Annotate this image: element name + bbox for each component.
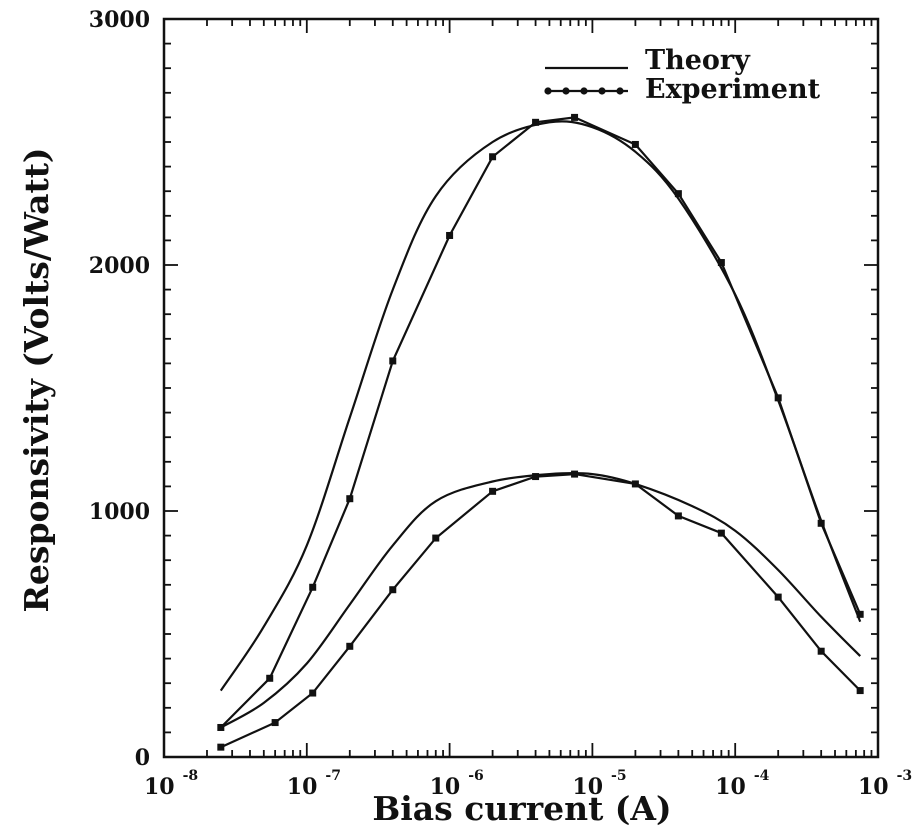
experiment-marker <box>631 480 639 488</box>
series-group <box>217 113 864 751</box>
legend-theory-label: Theory <box>645 45 751 76</box>
experiment-marker <box>432 534 440 542</box>
y-tick-label: 1000 <box>89 499 150 525</box>
x-tick-label: 10 -7 <box>287 768 341 800</box>
experiment-marker <box>346 495 354 503</box>
y-tick-labels: 0 1000 2000 3000 <box>89 7 150 771</box>
theory-curve <box>219 120 862 692</box>
experiment-marker <box>674 190 682 198</box>
y-tick-label: 3000 <box>89 7 150 33</box>
y-tick-label: 0 <box>135 745 150 771</box>
experiment-curve <box>220 472 861 749</box>
legend-experiment-marker <box>544 87 552 95</box>
experiment-marker <box>774 394 782 402</box>
x-tick-label: 10 -4 <box>715 768 769 800</box>
legend-experiment-marker <box>562 87 570 95</box>
experiment-marker <box>532 473 540 481</box>
legend-experiment-swatch <box>544 87 628 95</box>
x-tick-label: 10 -8 <box>144 768 198 800</box>
experiment-marker <box>489 487 497 495</box>
experiment-marker <box>532 118 540 126</box>
experiment-marker <box>309 583 317 591</box>
legend-experiment-marker <box>616 87 624 95</box>
experiment-marker <box>817 647 825 655</box>
x-axis-title: Bias current (A) <box>372 789 671 828</box>
experiment-marker <box>717 529 725 537</box>
experiment-marker <box>631 140 639 148</box>
experiment-curve <box>220 116 862 729</box>
experiment-marker <box>571 113 579 121</box>
experiment-marker <box>309 689 317 697</box>
experiment-marker <box>856 687 864 695</box>
legend-experiment-marker <box>580 87 588 95</box>
experiment-marker <box>217 743 225 751</box>
experiment-marker <box>266 674 274 682</box>
legend-experiment-label: Experiment <box>645 74 821 105</box>
experiment-marker <box>446 231 454 239</box>
experiment-marker <box>674 512 682 520</box>
experiment-marker <box>489 153 497 161</box>
experiment-marker <box>817 519 825 527</box>
experiment-marker <box>389 357 397 365</box>
experiment-marker <box>389 586 397 594</box>
axis-ticks <box>164 19 878 757</box>
experiment-marker <box>856 610 864 618</box>
x-tick-labels: 10 -8 10 -7 10 -6 10 -5 10 -4 10 -3 <box>144 768 912 800</box>
legend-experiment-marker <box>598 87 606 95</box>
y-tick-label: 2000 <box>89 253 150 279</box>
experiment-marker <box>571 470 579 478</box>
y-axis-title: Responsivity (Volts/Watt) <box>17 147 56 612</box>
legend: Theory Experiment <box>544 45 821 105</box>
theory-curve <box>220 471 861 729</box>
experiment-marker <box>346 642 354 650</box>
experiment-marker <box>774 593 782 601</box>
experiment-marker <box>717 259 725 267</box>
x-tick-label: 10 -3 <box>858 768 912 800</box>
experiment-marker <box>271 719 279 727</box>
